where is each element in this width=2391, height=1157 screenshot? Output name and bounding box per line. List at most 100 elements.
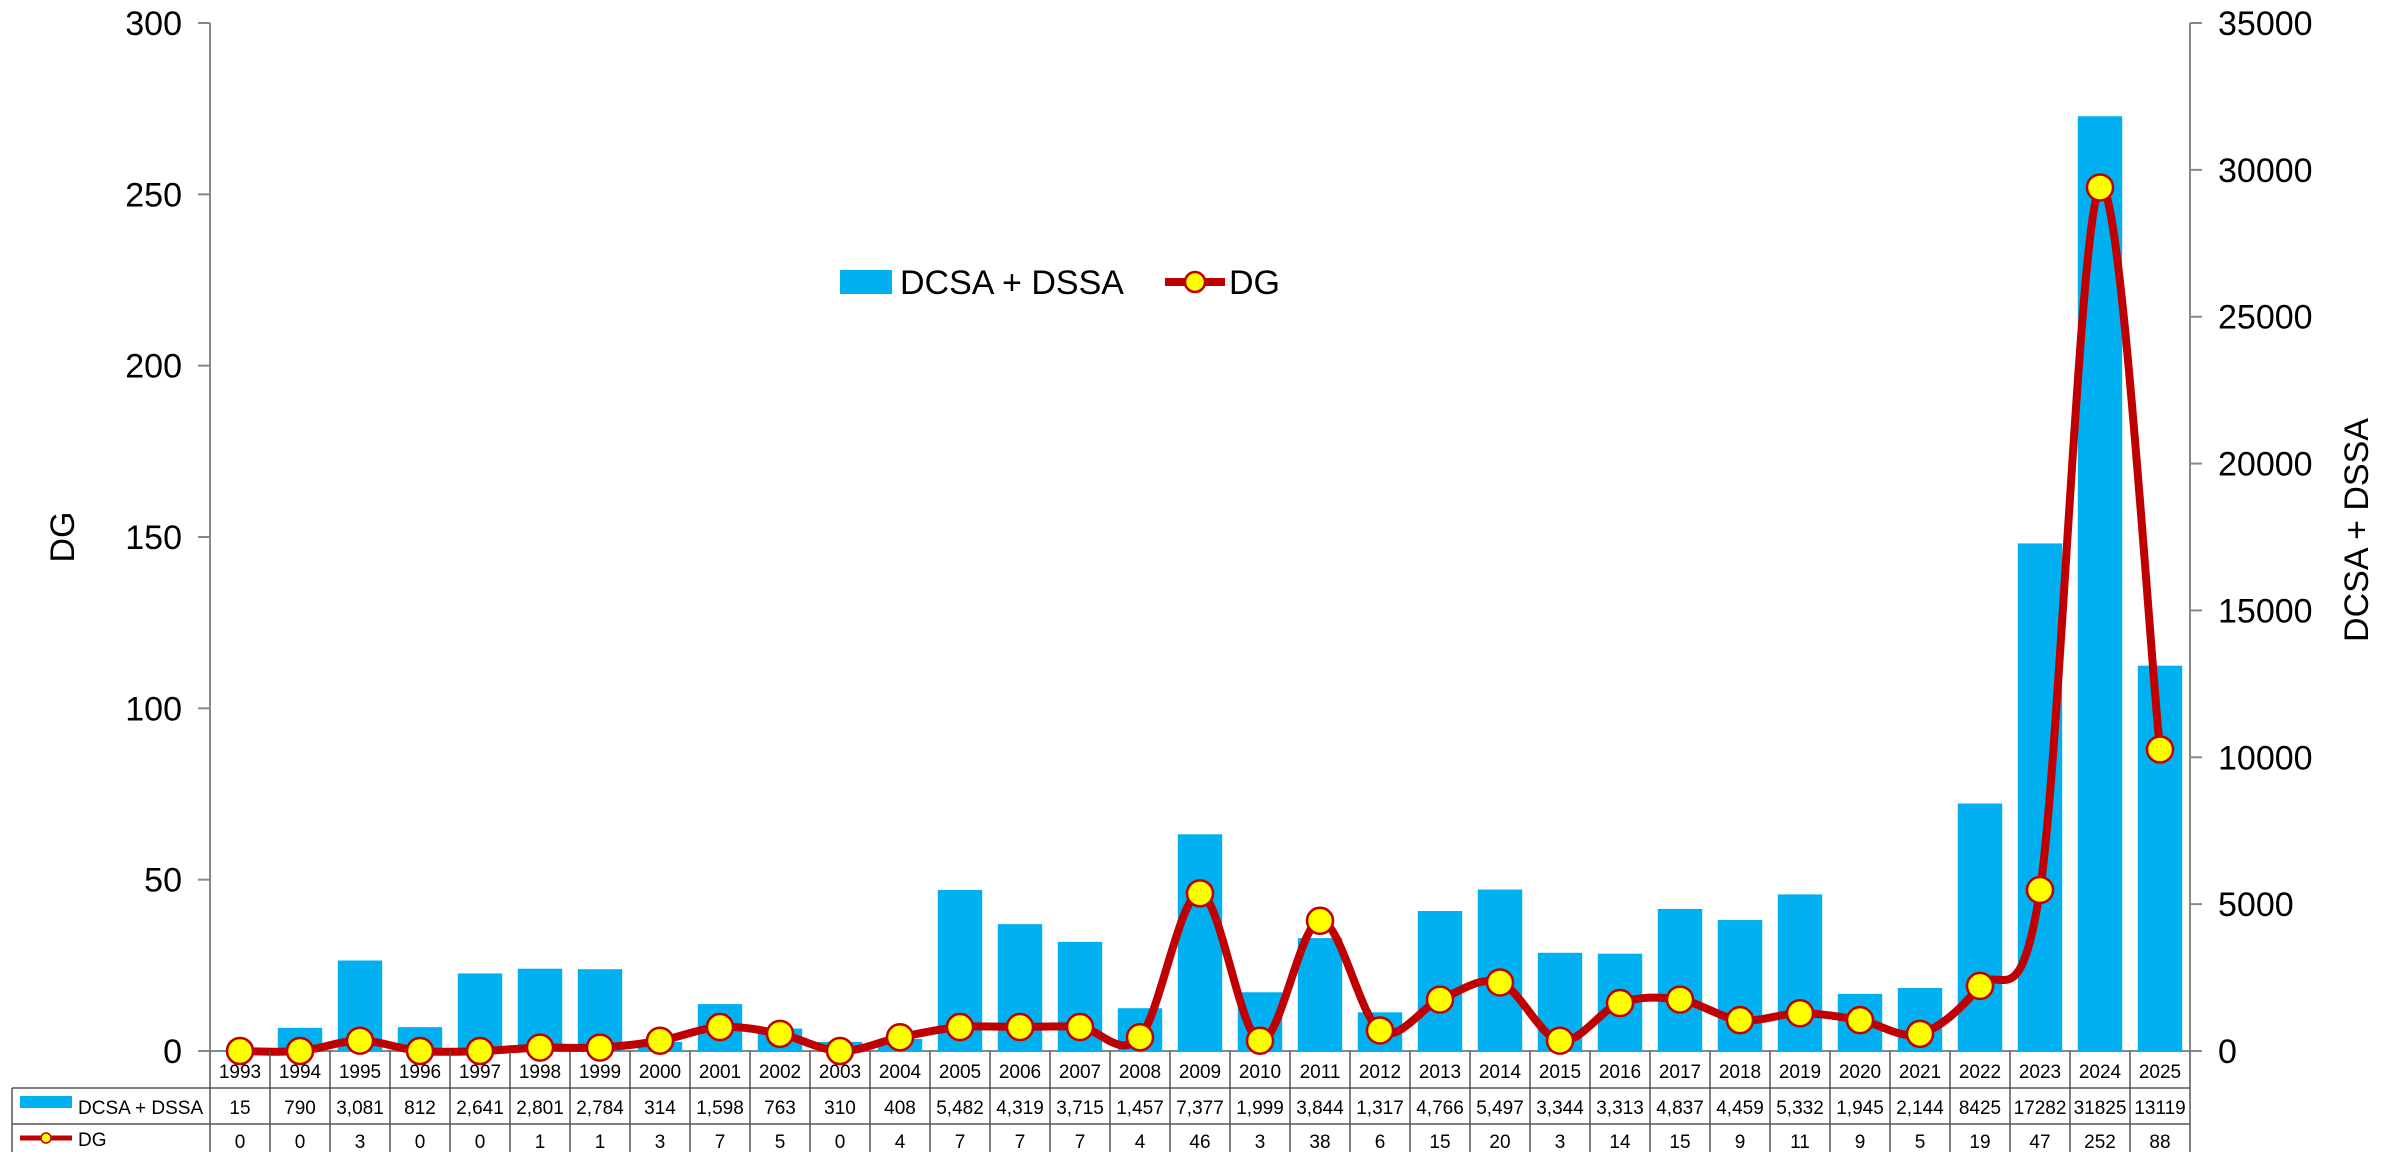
table-cell-line: 9	[1855, 1132, 1866, 1152]
x-category-label: 2019	[1779, 1062, 1821, 1083]
table-cell-line: 3	[1555, 1132, 1566, 1152]
bar	[1958, 804, 2002, 1051]
legend-swatch-bars	[840, 270, 892, 294]
table-cell-bars: 310	[824, 1098, 856, 1119]
table-cell-line: 1	[595, 1132, 606, 1152]
x-category-label: 2021	[1899, 1062, 1941, 1083]
x-category-label: 2022	[1959, 1062, 2001, 1083]
dg-point	[1127, 1024, 1153, 1050]
dg-point	[887, 1024, 913, 1050]
dg-point	[1547, 1028, 1573, 1054]
x-category-label: 2016	[1599, 1062, 1641, 1083]
table-cell-bars: 4,766	[1416, 1098, 1464, 1119]
table-cell-bars: 408	[884, 1098, 916, 1119]
y-right-tick-label: 20000	[2218, 446, 2313, 484]
dg-point	[287, 1038, 313, 1064]
table-cell-line: 3	[355, 1132, 366, 1152]
y-left-tick-label: 200	[125, 348, 182, 386]
x-category-label: 2025	[2139, 1062, 2181, 1083]
table-cell-bars: 4,837	[1656, 1098, 1704, 1119]
y-right-tick-label: 25000	[2218, 299, 2313, 337]
y-right-tick-label: 10000	[2218, 739, 2313, 777]
x-category-label: 2024	[2079, 1062, 2122, 1083]
dg-point	[2147, 736, 2173, 762]
y-left-tick-label: 100	[125, 690, 182, 728]
table-key-bars	[20, 1096, 72, 1108]
table-cell-bars: 4,319	[996, 1098, 1044, 1119]
table-cell-line: 0	[835, 1132, 846, 1152]
dg-point	[227, 1038, 253, 1064]
table-cell-line: 88	[2149, 1132, 2170, 1152]
y-right-tick-label: 5000	[2218, 886, 2294, 924]
table-cell-line: 47	[2029, 1132, 2050, 1152]
dg-point	[1247, 1028, 1273, 1054]
table-cell-line: 3	[655, 1132, 666, 1152]
table-cell-bars: 2,641	[456, 1098, 504, 1119]
y-left-tick-label: 250	[125, 176, 182, 214]
y-right-tick-label: 0	[2218, 1033, 2237, 1071]
dg-point	[1607, 990, 1633, 1016]
x-category-label: 2011	[1300, 1062, 1341, 1083]
bar	[1658, 909, 1702, 1051]
table-cell-bars: 1,999	[1236, 1098, 1284, 1119]
table-cell-bars: 812	[404, 1098, 436, 1119]
y-axis-left-title: DG	[44, 512, 82, 563]
x-category-label: 2006	[999, 1062, 1041, 1083]
table-cell-line: 7	[1015, 1132, 1026, 1152]
dg-point	[587, 1035, 613, 1061]
dg-point	[1967, 973, 1993, 999]
dg-point	[1367, 1017, 1393, 1043]
table-key-marker	[41, 1133, 51, 1143]
x-category-label: 1994	[279, 1062, 322, 1083]
table-cell-bars: 2,784	[576, 1098, 624, 1119]
dg-point	[947, 1014, 973, 1040]
x-category-label: 2007	[1059, 1062, 1101, 1083]
table-cell-bars: 17282	[2014, 1098, 2067, 1119]
dg-point	[767, 1021, 793, 1047]
dg-point	[2027, 877, 2053, 903]
x-category-label: 2005	[939, 1062, 981, 1083]
dg-point	[1667, 987, 1693, 1013]
dg-point	[1847, 1007, 1873, 1033]
legend-label-bars: DCSA + DSSA	[900, 264, 1124, 302]
table-cell-line: 4	[895, 1132, 906, 1152]
y-left-tick-label: 300	[125, 5, 182, 43]
table-cell-bars: 1,945	[1836, 1098, 1884, 1119]
table-cell-bars: 3,313	[1596, 1098, 1644, 1119]
dg-point	[1067, 1014, 1093, 1040]
table-cell-line: 20	[1489, 1132, 1510, 1152]
table-cell-line: 7	[955, 1132, 966, 1152]
table-cell-line: 4	[1135, 1132, 1146, 1152]
x-category-label: 2004	[879, 1062, 922, 1083]
y-right-tick-label: 30000	[2218, 152, 2313, 190]
x-category-label: 2018	[1719, 1062, 1761, 1083]
y-left-tick-label: 150	[125, 519, 182, 557]
x-category-label: 2012	[1359, 1062, 1401, 1083]
table-cell-bars: 314	[644, 1098, 676, 1119]
table-cell-bars: 8425	[1959, 1098, 2001, 1119]
dg-point	[527, 1035, 553, 1061]
table-cell-line: 19	[1969, 1132, 1990, 1152]
bar	[1298, 938, 1342, 1051]
table-cell-bars: 13119	[2134, 1098, 2185, 1119]
table-cell-bars: 5,332	[1776, 1098, 1824, 1119]
x-category-label: 2017	[1659, 1062, 1701, 1083]
table-cell-bars: 790	[284, 1098, 316, 1119]
x-category-label: 2010	[1239, 1062, 1281, 1083]
x-category-label: 2003	[819, 1062, 861, 1083]
x-category-label: 1998	[519, 1062, 561, 1083]
x-category-label: 2014	[1479, 1062, 1522, 1083]
y-right-tick-label: 15000	[2218, 592, 2313, 630]
dg-point	[2087, 174, 2113, 200]
x-category-label: 1995	[339, 1062, 381, 1083]
y-axis-right-title: DCSA + DSSA	[2338, 418, 2376, 642]
table-cell-bars: 763	[764, 1098, 796, 1119]
y-left-tick-label: 50	[144, 862, 182, 900]
table-cell-line: 0	[415, 1132, 426, 1152]
table-cell-bars: 4,459	[1716, 1098, 1764, 1119]
table-cell-bars: 7,377	[1176, 1098, 1224, 1119]
